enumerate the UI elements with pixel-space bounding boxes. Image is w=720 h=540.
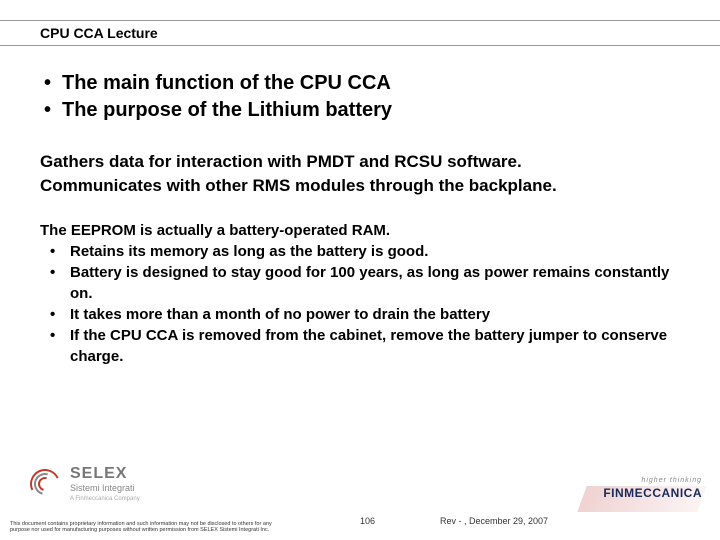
finm-box-icon: FINMECCANICA [582,486,702,518]
revision-text: Rev - , December 29, 2007 [440,516,548,526]
selex-name: SELEX [70,466,140,482]
main-bullet: The purpose of the Lithium battery [40,97,690,124]
eeprom-block: The EEPROM is actually a battery-operate… [40,220,690,367]
mid-line: Communicates with other RMS modules thro… [40,174,690,198]
eeprom-bullet: If the CPU CCA is removed from the cabin… [44,325,690,367]
eeprom-intro: The EEPROM is actually a battery-operate… [40,220,690,241]
mid-line: Gathers data for interaction with PMDT a… [40,150,690,174]
selex-mark-icon [28,467,62,501]
eeprom-bullet-list: Retains its memory as long as the batter… [44,241,690,367]
selex-text: SELEX Sistemi Integrati A Finmeccanica C… [70,466,140,502]
main-bullet: The main function of the CPU CCA [40,70,690,97]
eeprom-bullet: It takes more than a month of no power t… [44,304,690,325]
mid-block: Gathers data for interaction with PMDT a… [40,150,690,198]
footer: SELEX Sistemi Integrati A Finmeccanica C… [0,450,720,540]
header-bar: CPU CCA Lecture [0,20,720,46]
finm-tagline: higher thinking [582,477,702,484]
page-number: 106 [360,516,375,526]
selex-logo: SELEX Sistemi Integrati A Finmeccanica C… [28,466,140,502]
selex-sub: Sistemi Integrati [70,484,140,493]
eeprom-bullet: Retains its memory as long as the batter… [44,241,690,262]
selex-sub2: A Finmeccanica Company [70,496,140,502]
finmeccanica-logo: higher thinking FINMECCANICA [582,477,702,518]
eeprom-bullet: Battery is designed to stay good for 100… [44,262,690,304]
disclaimer-text: This document contains proprietary infor… [10,521,290,534]
slide-title: CPU CCA Lecture [40,25,720,41]
slide-content: The main function of the CPU CCA The pur… [40,70,690,367]
main-bullet-list: The main function of the CPU CCA The pur… [40,70,690,124]
finm-name: FINMECCANICA [582,486,702,500]
